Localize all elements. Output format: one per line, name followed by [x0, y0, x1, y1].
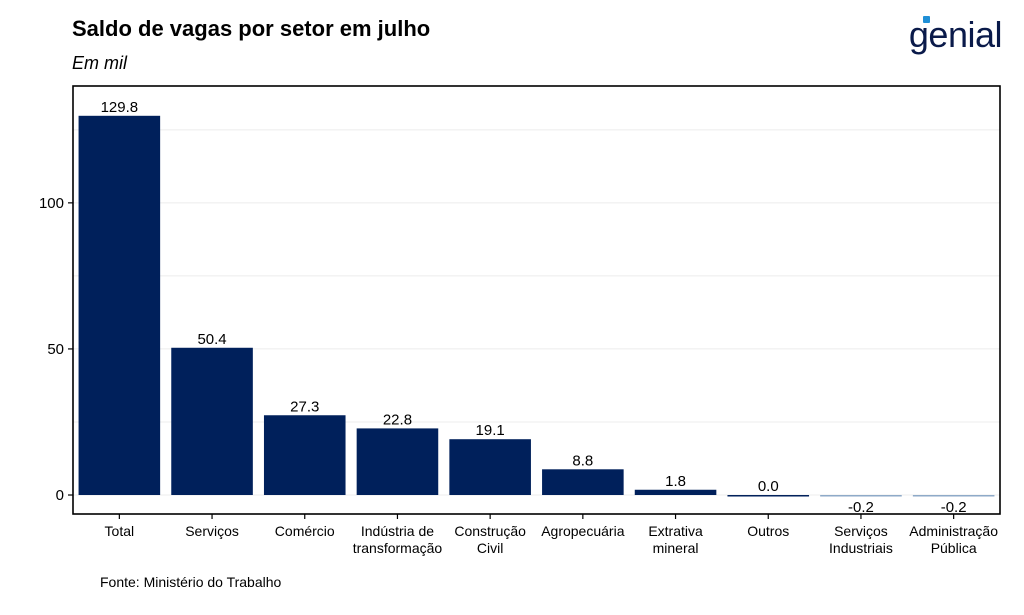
x-tick-label: Construção Civil: [454, 523, 526, 556]
x-tick-label-line: Industriais: [829, 540, 893, 556]
x-tick-label-line: Pública: [931, 540, 977, 556]
bar: [263, 415, 346, 496]
logo-accent-mark: [923, 16, 930, 23]
x-tick-label-line: Extrativa: [648, 523, 703, 539]
x-tick-label-line: mineral: [653, 540, 699, 556]
y-tick-label: 0: [56, 487, 64, 504]
bar-value-label: 129.8: [101, 99, 139, 116]
bar-value-label: -0.2: [941, 499, 967, 516]
x-tick-label: Serviços Industriais: [829, 523, 893, 556]
x-tick-label: Outros: [747, 523, 789, 539]
bar-value-label: -0.2: [848, 499, 874, 516]
bar: [542, 469, 624, 496]
bar-value-label: 27.3: [290, 398, 319, 415]
genial-logo: genial: [908, 14, 1003, 55]
x-tick-label: Indústria de transformação: [353, 523, 443, 556]
x-tick-label: Extrativa mineral: [648, 523, 703, 556]
x-tick-label-line: Agropecuária: [541, 523, 624, 539]
plot-border: [72, 85, 1001, 515]
x-tick-label-line: Civil: [477, 540, 503, 556]
bar-value-label: 50.4: [197, 331, 226, 348]
bar: [727, 495, 810, 497]
x-tick-label: Administração Pública: [909, 523, 998, 556]
x-tick-label-line: transformação: [353, 540, 443, 556]
bar: [820, 495, 902, 497]
x-tick-label-line: Comércio: [275, 523, 335, 539]
x-tick-label: Comércio: [275, 523, 335, 539]
chart-subtitle: Em mil: [72, 53, 127, 73]
bar-value-label: 0.0: [758, 478, 779, 495]
bar-value-label: 1.8: [665, 473, 686, 490]
bar: [634, 489, 717, 496]
bar-chart: 129.8 50.4 27.3 22.8 19.1 8.8 1.8 0.0 -0.2 -0.2 0 5…: [39, 85, 1001, 556]
bar: [912, 495, 995, 497]
x-tick-label: Serviços: [185, 523, 239, 539]
x-tick-label-line: Serviços: [834, 523, 888, 539]
x-tick-label-line: Construção: [454, 523, 526, 539]
bar-value-label: 22.8: [383, 411, 412, 428]
x-tick-label-line: Outros: [747, 523, 789, 539]
bar: [171, 347, 253, 496]
x-tick-label: Agropecuária: [541, 523, 624, 539]
x-tick-label-line: Serviços: [185, 523, 239, 539]
source-note: Fonte: Ministério do Trabalho: [100, 574, 282, 590]
chart-title: Saldo de vagas por setor em julho: [72, 16, 431, 41]
y-tick-label: 100: [39, 195, 64, 212]
bar: [78, 115, 161, 496]
x-tick-label: Total: [105, 523, 135, 539]
bar: [356, 428, 439, 496]
y-tick-label: 50: [47, 341, 64, 358]
x-tick-label-line: Indústria de: [361, 523, 434, 539]
bar-value-label: 19.1: [476, 422, 505, 439]
x-tick-label-line: Administração: [909, 523, 998, 539]
x-tick-label-line: Total: [105, 523, 135, 539]
bar-value-label: 8.8: [572, 452, 593, 469]
bar: [449, 439, 531, 496]
